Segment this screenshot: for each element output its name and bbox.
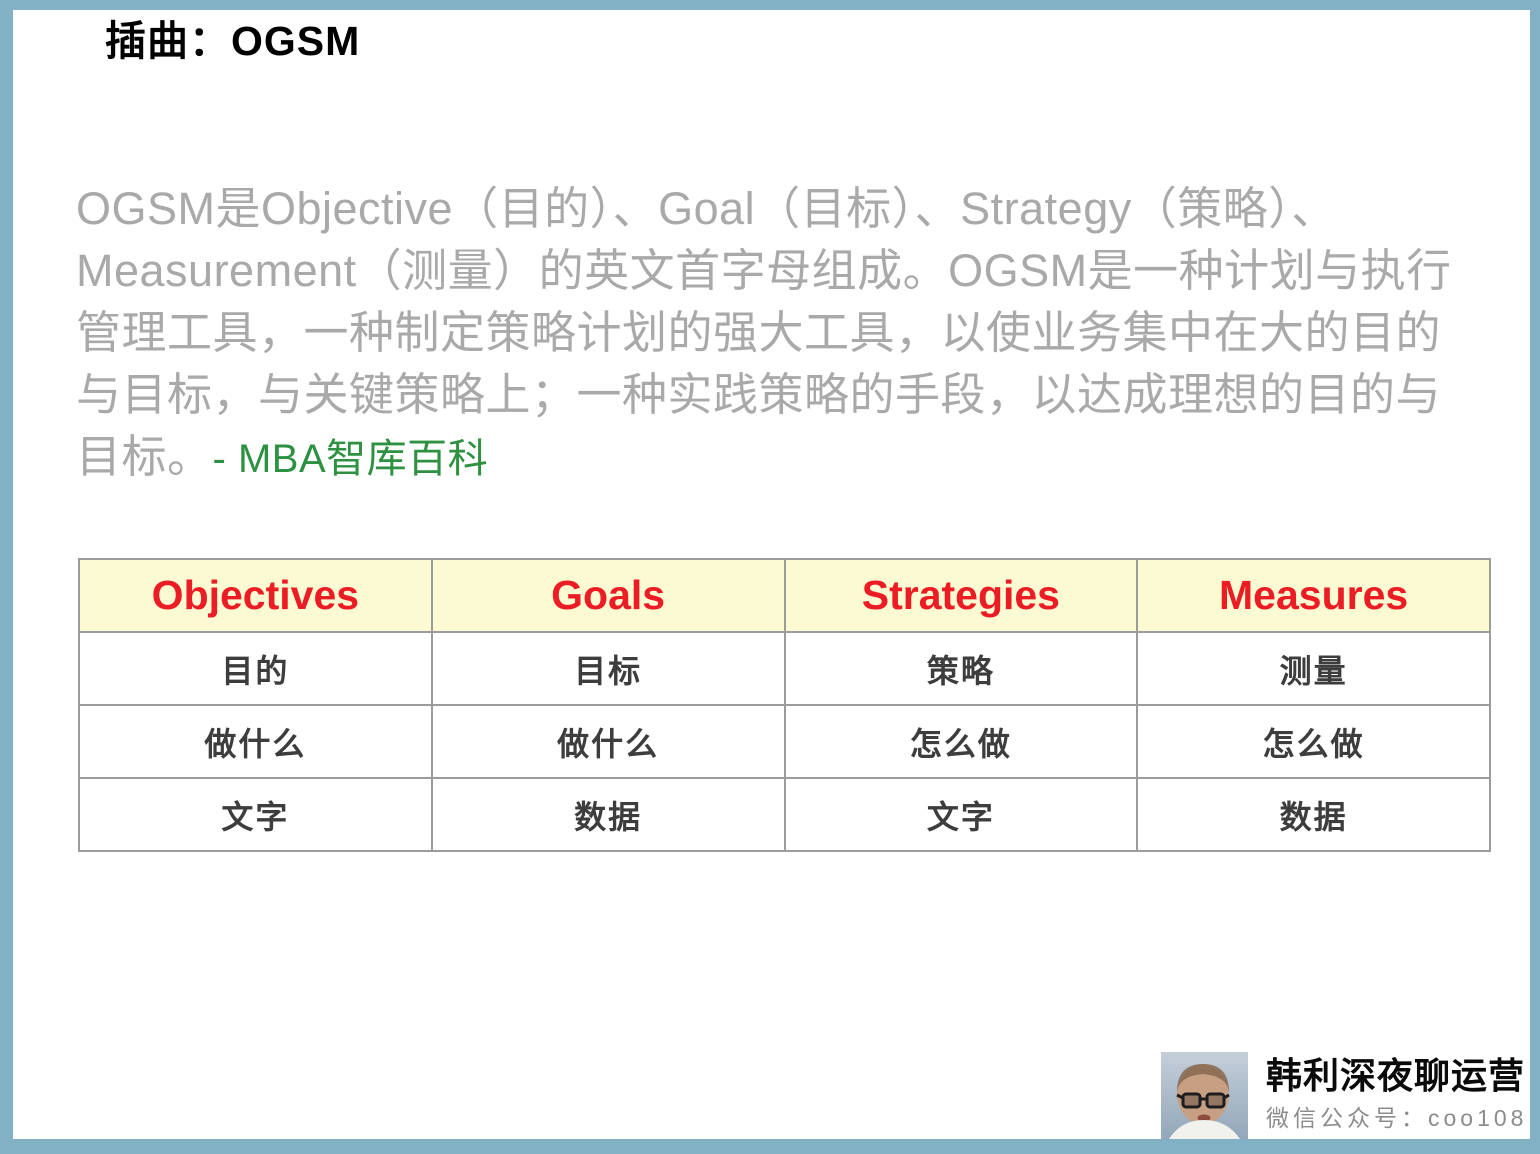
table-header-objectives: Objectives: [78, 558, 433, 633]
page-title: 插曲：OGSM: [105, 18, 361, 64]
table-header-goals: Goals: [430, 558, 786, 633]
table-cell: 做什么: [430, 704, 786, 779]
avatar: [1161, 1052, 1248, 1139]
ogsm-table: Objectives Goals Strategies Measures 目的 …: [78, 558, 1491, 852]
table-row: 做什么 做什么 怎么做 怎么做: [78, 704, 1491, 779]
ogsm-description: OGSM是Objective（目的）、Goal（目标）、Strategy（策略）…: [76, 178, 1484, 490]
table-cell: 测量: [1136, 631, 1491, 706]
table-header-row: Objectives Goals Strategies Measures: [78, 558, 1491, 633]
table-row: 目的 目标 策略 测量: [78, 631, 1491, 706]
table-cell: 策略: [783, 631, 1139, 706]
table-cell: 数据: [1136, 777, 1491, 852]
table-cell: 文字: [783, 777, 1139, 852]
table-cell: 怎么做: [783, 704, 1139, 779]
table-cell: 目标: [430, 631, 786, 706]
table-cell: 文字: [78, 777, 433, 852]
table-cell: 目的: [78, 631, 433, 706]
table-cell: 数据: [430, 777, 786, 852]
description-text: OGSM是Objective（目的）、Goal（目标）、Strategy（策略）…: [76, 183, 1452, 482]
footer-brand-block: 韩利深夜聊运营 微信公众号：coo108: [1161, 1052, 1527, 1139]
table-row: 文字 数据 文字 数据: [78, 777, 1491, 852]
table-header-strategies: Strategies: [783, 558, 1139, 633]
table-cell: 怎么做: [1136, 704, 1491, 779]
table-cell: 做什么: [78, 704, 433, 779]
brand-name: 韩利深夜聊运营: [1266, 1055, 1526, 1096]
table-header-measures: Measures: [1136, 558, 1491, 633]
wechat-account-label: 微信公众号：coo108: [1266, 1105, 1528, 1131]
footer-text: 韩利深夜聊运营 微信公众号：coo108: [1266, 1052, 1527, 1132]
source-citation: - MBA智库百科: [212, 437, 489, 481]
